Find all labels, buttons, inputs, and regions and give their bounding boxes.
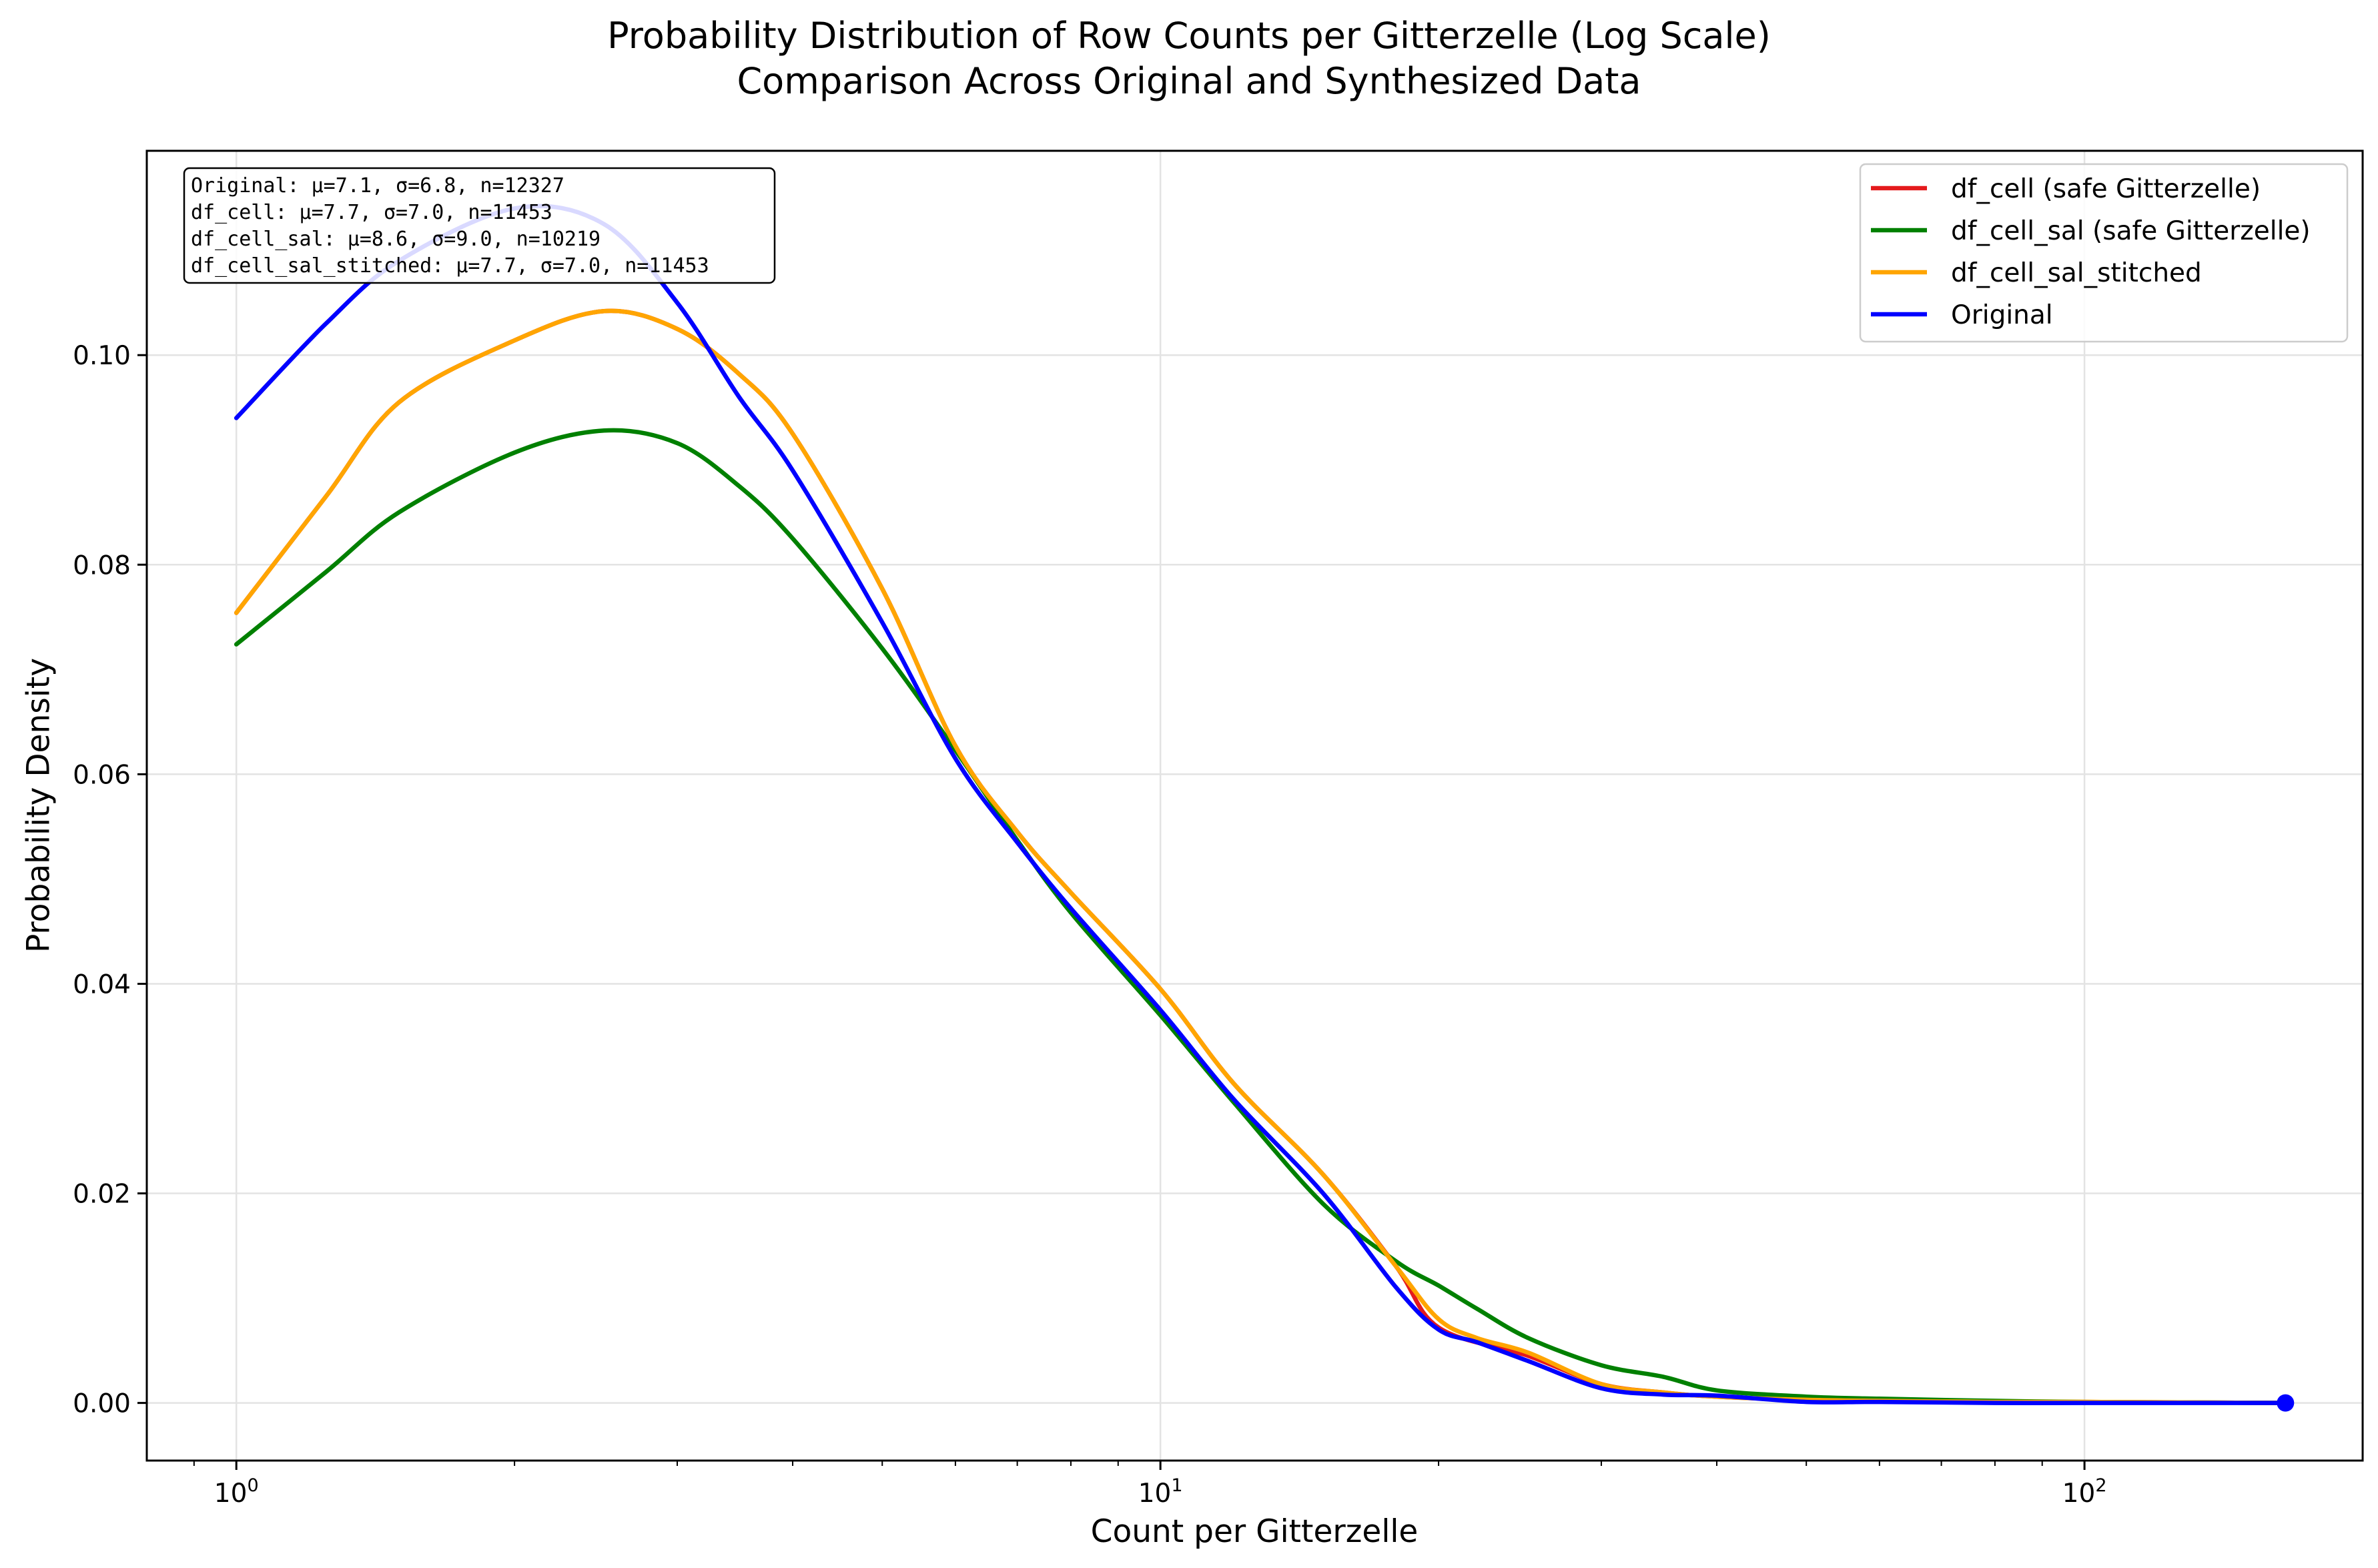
- legend-entry: df_cell_sal_stitched: [1951, 258, 2202, 288]
- grid-layer: [147, 151, 2363, 1461]
- legend-frame: [1859, 163, 2349, 343]
- x-tick-label: 100: [214, 1475, 259, 1509]
- stats-box: Original: μ=7.1, σ=6.8, n=12327 df_cell: …: [183, 167, 776, 284]
- stats-box-frame: [183, 167, 776, 284]
- y-tick-label: 0.06: [73, 760, 131, 790]
- series-end-marker: [2277, 1394, 2295, 1412]
- series-line-1: [234, 428, 2288, 1405]
- chart-subtitle: Comparison Across Original and Synthesiz…: [737, 60, 1641, 102]
- series-line-0: [234, 308, 2288, 1405]
- y-tick-label: 0.00: [73, 1389, 131, 1419]
- legend: df_cell (safe Gitterzelle) df_cell_sal (s…: [1859, 163, 2349, 343]
- legend-entry: df_cell_sal (safe Gitterzelle): [1951, 216, 2311, 246]
- y-tick-label: 0.04: [73, 969, 131, 1000]
- y-tick-label: 0.02: [73, 1180, 131, 1210]
- stats-line: df_cell: μ=7.7, σ=7.0, n=11453: [191, 201, 552, 224]
- plot-layer: [234, 204, 2295, 1412]
- legend-entry: df_cell (safe Gitterzelle): [1951, 174, 2261, 204]
- x-axis-title: Count per Gitterzelle: [1090, 1513, 1419, 1550]
- legend-entry: Original: [1951, 300, 2053, 330]
- y-tick-label: 0.10: [73, 341, 131, 371]
- stats-line: df_cell_sal: μ=8.6, σ=9.0, n=10219: [191, 228, 601, 251]
- chart-title: Probability Distribution of Row Counts p…: [607, 15, 1771, 57]
- series-line-2: [234, 308, 2288, 1405]
- x-tick-label: 101: [1138, 1475, 1183, 1509]
- stats-line: Original: μ=7.1, σ=6.8, n=12327: [191, 174, 564, 198]
- tick-layer: 0.00 0.02 0.04 0.06 0.08 0.10 100 101 102: [73, 341, 2106, 1509]
- stats-line: df_cell_sal_stitched: μ=7.7, σ=7.0, n=11…: [191, 254, 709, 278]
- y-axis-title: Probability Density: [20, 657, 57, 953]
- y-tick-label: 0.08: [73, 550, 131, 580]
- x-tick-label: 102: [2062, 1475, 2107, 1509]
- plot-frame: [145, 149, 2364, 1462]
- series-line-3: [234, 204, 2288, 1405]
